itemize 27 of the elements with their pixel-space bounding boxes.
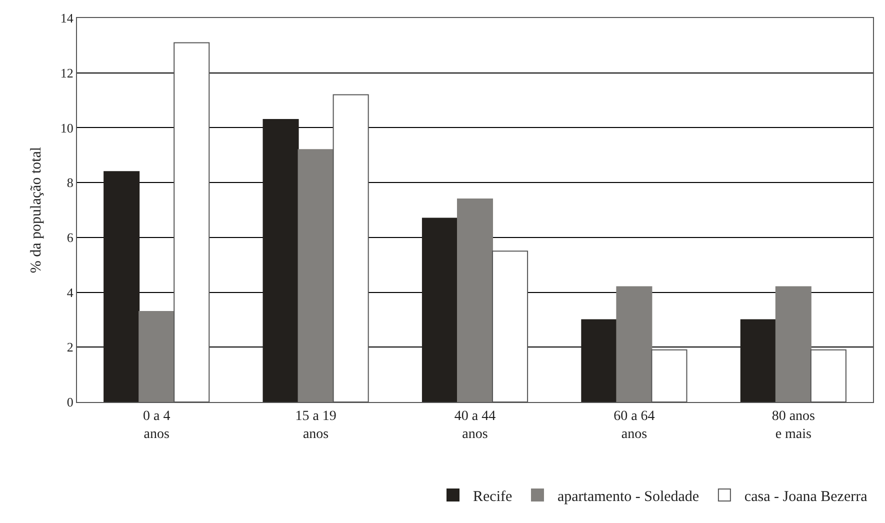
y-tick-label: 12: [60, 65, 74, 80]
legend-label: apartamento - Soledade: [557, 488, 700, 505]
y-tick-label: 0: [66, 394, 74, 410]
bar: [104, 171, 140, 402]
x-tick-label: 15 a 19 anos: [295, 408, 336, 442]
bar: [616, 286, 652, 402]
bar: [262, 118, 299, 402]
bar: [581, 319, 618, 402]
x-tick-label: 40 a 44 anos: [454, 408, 496, 442]
bar: [298, 149, 334, 402]
bar: [775, 286, 812, 402]
legend-label: casa - Joana Bezerra: [744, 488, 868, 505]
y-tick-label: 8: [66, 175, 74, 190]
x-tick-label: 80 anos e mais: [772, 408, 815, 442]
bar: [456, 198, 494, 402]
y-tick-label: 2: [66, 340, 74, 355]
y-tick-label: 14: [60, 10, 74, 26]
bar: [422, 218, 458, 402]
y-tick-label: 4: [66, 284, 74, 300]
bar: [740, 319, 776, 402]
y-axis-title: % da população total: [28, 146, 45, 274]
x-tick-label: 60 a 64 anos: [614, 408, 655, 442]
x-tick-label: 0 a 4 anos: [142, 408, 170, 442]
y-tick-label: 10: [60, 120, 74, 136]
legend-label: Recife: [473, 488, 512, 505]
bar: [138, 310, 175, 402]
y-tick-label: 6: [66, 230, 74, 245]
